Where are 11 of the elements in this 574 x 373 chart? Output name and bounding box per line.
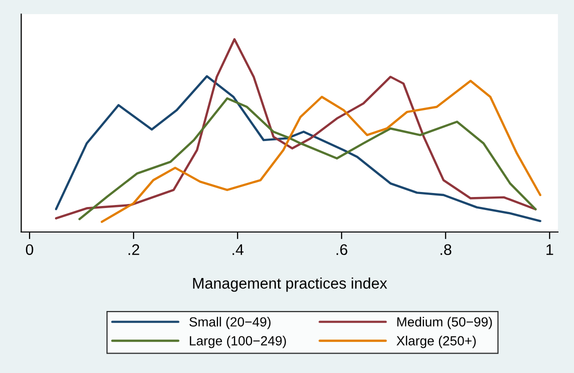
x-tick-label: .2 (128, 244, 140, 255)
x-axis-title: Management practices index (193, 278, 388, 292)
legend-label: Large (100−249) (190, 336, 286, 348)
legend-label: Xlarge (250+) (396, 336, 476, 348)
x-tick-label: .8 (440, 244, 452, 256)
x-tick-label: .4 (232, 244, 244, 255)
legend-label: Small (20−49) (189, 316, 271, 330)
x-tick-label: .6 (336, 244, 348, 256)
x-tick-label: 0 (26, 244, 34, 256)
legend-label: Medium (50−99) (397, 316, 492, 330)
x-tick-label: 1 (546, 244, 554, 255)
